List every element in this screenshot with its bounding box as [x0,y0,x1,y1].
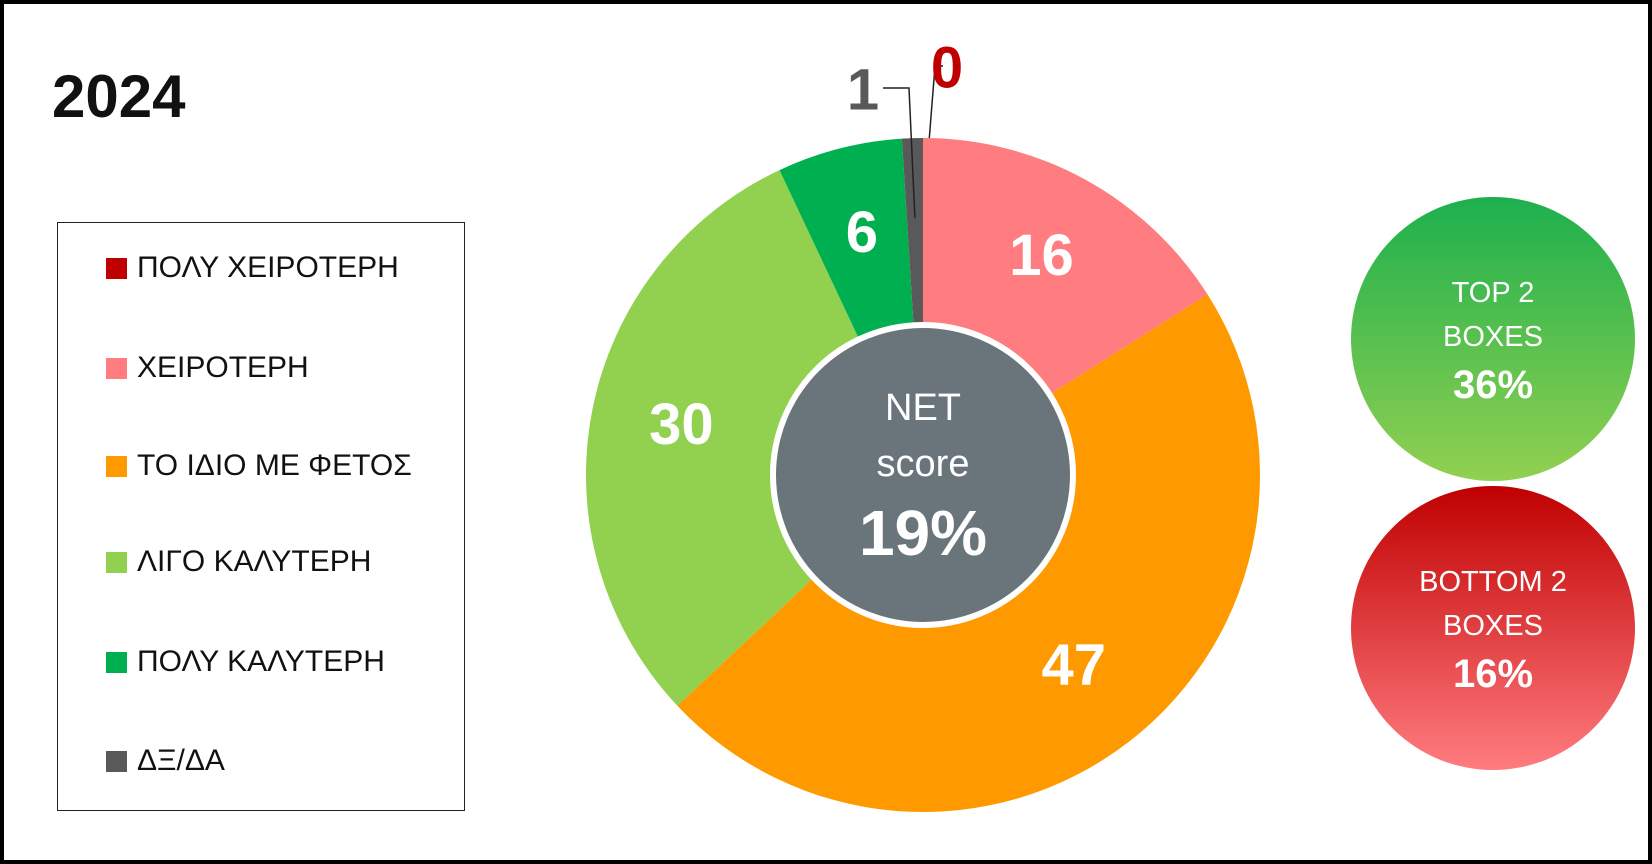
summary-value: 36% [1452,362,1534,407]
summary-label: TOP 2 BOXES [1443,276,1543,353]
legend-swatch [106,455,127,477]
legend-label: ΧΕΙΡΟΤΕΡΗ [137,351,309,384]
summary-label: BOTTOM 2 BOXES [1419,565,1567,642]
data-label: 0 [931,35,963,100]
summary: BOTTOM 2 BOXES 16% [1351,486,1635,770]
legend-label: ΛΙΓΟ ΚΑΛΥΤΕΡΗ [137,545,372,578]
legend-swatch [106,257,127,279]
leader-line [883,87,916,219]
center-circle [770,322,1076,628]
legend-swatch [106,651,127,673]
net-score: NET score 19% [773,325,1073,625]
legend-item: ΧΕΙΡΟΤΕΡΗ [106,351,309,385]
summary-circle [1351,486,1635,770]
summary-value: 16% [1452,651,1534,696]
legend-item: ΔΞ/ΔΑ [106,744,225,778]
donut-slice [586,170,860,706]
legend-item: ΛΙΓΟ ΚΑΛΥΤΕΡΗ [106,545,371,579]
legend-label: ΤΟ ΙΔΙΟ ΜΕ ΦΕΤΟΣ [137,449,412,482]
legend-item: ΠΟΛΥ ΚΑΛΥΤΕΡΗ [106,645,385,679]
legend: ΠΟΛΥ ΧΕΙΡΟΤΕΡΗ ΧΕΙΡΟΤΕΡΗ ΤΟ ΙΔΙΟ ΜΕ ΦΕΤΟΣ Λ… [57,222,465,811]
data-label: 1 [847,57,879,122]
data-label: 47 [1042,633,1107,698]
data-label: 6 [846,200,878,265]
legend-swatch [106,357,127,379]
chart: 0 16 47 30 6 1 [586,35,1635,813]
legend-swatch [106,551,127,573]
donut-slice [901,138,923,326]
donut-slice [779,138,914,340]
data-label: 30 [649,392,714,457]
legend-label: ΠΟΛΥ ΧΕΙΡΟΤΕΡΗ [137,251,399,284]
donut-slice [923,138,1208,395]
summary-circle [1351,197,1635,481]
legend-label: ΔΞ/ΔΑ [137,744,225,777]
net-score-value: 19% [858,497,988,569]
donut-slice [677,294,1261,813]
legend-swatch [106,750,127,772]
chart-title: 2024 [52,63,186,130]
legend-item: ΤΟ ΙΔΙΟ ΜΕ ΦΕΤΟΣ [106,449,412,483]
legend-label: ΠΟΛΥ ΚΑΛΥΤΕΡΗ [137,645,385,678]
summary: TOP 2 BOXES 36% [1351,197,1635,481]
legend-item: ΠΟΛΥ ΧΕΙΡΟΤΕΡΗ [106,251,399,285]
net-score-label: NET score [876,387,970,485]
data-label: 16 [1009,223,1074,288]
